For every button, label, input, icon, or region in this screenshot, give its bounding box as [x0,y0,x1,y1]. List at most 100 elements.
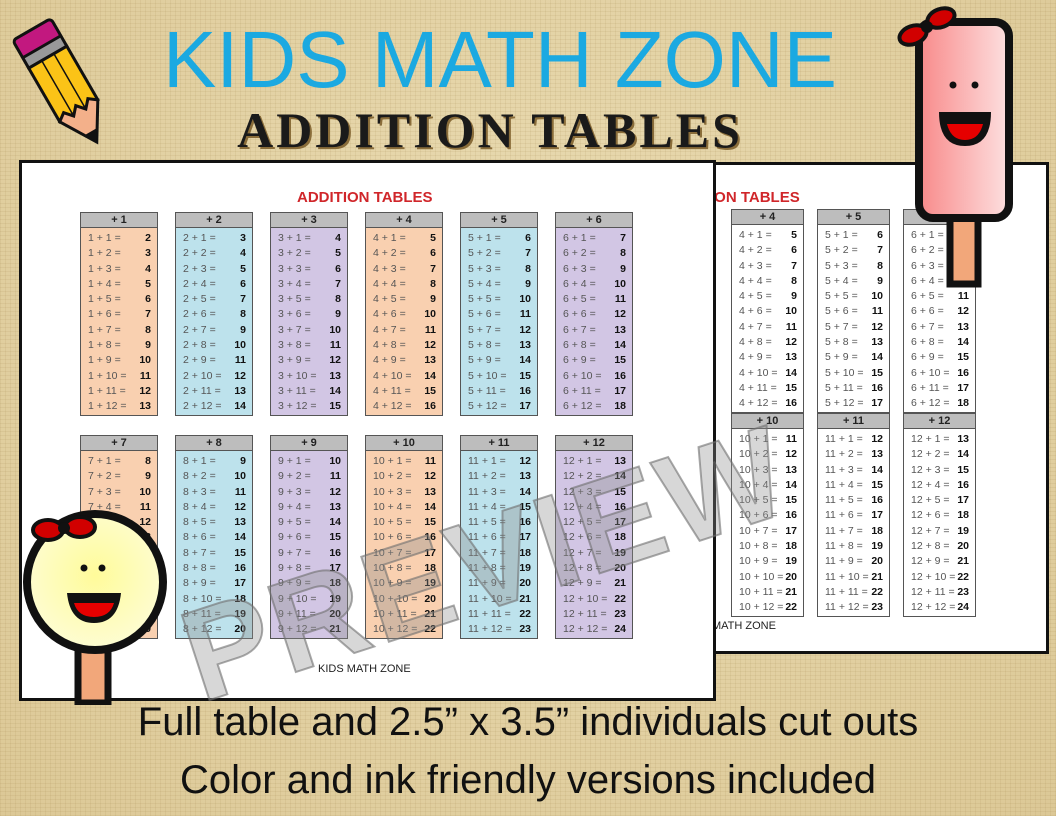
equation: 9 + 12 = [278,623,317,636]
front-sheet-preview: ADDITION TABLES + 1 1 + 1 = 2 1 + 2 = 3 1 + 3… [19,160,808,730]
equation: 6 + 9 = [563,354,596,367]
table-row: 2 + 9 = 11 [176,353,252,368]
equation: 12 + 2 = [563,470,602,483]
table-row: 10 + 5 = 15 [366,515,442,530]
equation: 2 + 2 = [183,247,216,260]
equation: 10 + 6 = [373,531,412,544]
equation: 4 + 7 = [739,320,772,333]
sum: 5 [145,277,151,290]
equation: 6 + 12 = [911,397,950,410]
equation: 1 + 4 = [88,277,121,290]
sum: 22 [614,592,626,605]
table-row: 4 + 4 = 8 [366,277,442,292]
equation: 2 + 3 = [183,262,216,275]
sum: 8 [335,293,341,306]
table-row: 7 + 3 = 10 [81,485,157,500]
sum: 10 [785,305,797,318]
sum: 12 [519,455,531,467]
sum: 12 [957,305,969,318]
table-header: + 12 [556,436,632,451]
sum: 6 [791,244,797,257]
equation: 5 + 6 = [825,305,858,318]
table-row: 11 + 12 = 23 [818,600,889,615]
table-row: 9 + 6 = 15 [271,530,347,545]
equation: 4 + 3 = [739,259,772,272]
table-row: 2 + 4 = 6 [176,277,252,292]
equation: 5 + 4 = [468,277,501,290]
table-row: 5 + 7 = 12 [818,320,889,335]
equation: 12 + 1 = [911,433,950,445]
equation: 1 + 2 = [88,247,121,260]
sum: 8 [430,277,436,290]
table-row: 9 + 4 = 13 [271,500,347,515]
table-row: 11 + 6 = 17 [818,508,889,523]
sum: 13 [139,400,151,413]
equation: 9 + 1 = [278,455,311,467]
table-row: 5 + 2 = 7 [461,246,537,261]
sum: 13 [329,369,341,382]
equation: 5 + 5 = [825,290,858,303]
sum: 3 [240,232,246,244]
table-header: + 11 [461,436,537,451]
sum: 17 [614,516,626,529]
sum: 19 [785,555,797,568]
table-row: 6 + 2 = 8 [556,246,632,261]
table-row: 9 + 7 = 16 [271,546,347,561]
equation: 11 + 1 = [468,455,506,467]
table-row: 11 + 9 = 20 [818,554,889,569]
sum: 9 [430,293,436,306]
sum: 22 [424,623,436,636]
table-header: + 10 [366,436,442,451]
table-row: 1 + 7 = 8 [81,323,157,338]
sum: 12 [871,433,883,445]
equation: 6 + 11 = [563,384,601,397]
table-row: 2 + 2 = 4 [176,246,252,261]
sum: 13 [957,433,969,445]
sum: 20 [957,540,969,553]
sum: 10 [139,354,151,367]
equation: 5 + 12 = [825,397,864,410]
equation: 5 + 7 = [825,320,858,333]
table-row: 10 + 1 = 11 [366,454,442,469]
equation: 2 + 12 = [183,400,222,413]
equation: 10 + 1 = [739,433,778,445]
table-row: 5 + 6 = 11 [461,307,537,322]
equation: 11 + 9 = [825,555,863,568]
equation: 11 + 1 = [825,433,863,445]
sum: 14 [871,351,883,364]
sum: 5 [335,247,341,260]
sum: 18 [234,592,246,605]
equation: 11 + 8 = [825,540,863,553]
table-header: + 8 [176,436,252,451]
sum: 11 [329,470,341,483]
equation: 6 + 4 = [563,277,596,290]
equation: 5 + 3 = [825,259,858,272]
equation: 12 + 5 = [563,516,602,529]
equation: 11 + 3 = [468,485,506,498]
sum: 18 [614,400,626,413]
equation: 10 + 4 = [373,500,412,513]
equation: 8 + 3 = [183,485,216,498]
table-row: 5 + 1 = 6 [461,231,537,246]
sum: 6 [335,262,341,275]
table-row: 6 + 1 = 7 [556,231,632,246]
table-row: 10 + 4 = 14 [366,500,442,515]
table-row: 11 + 3 = 14 [461,485,537,500]
table-row: 12 + 1 = 13 [556,454,632,469]
table-row: 5 + 10 = 15 [461,369,537,384]
table-row: 2 + 12 = 14 [176,399,252,414]
table-row: 5 + 2 = 7 [818,243,889,258]
table-row: 6 + 11 = 17 [556,384,632,399]
front-sheet-title: ADDITION TABLES [297,189,433,206]
caption-line-1: Full table and 2.5” x 3.5” individuals c… [137,700,919,744]
sum: 18 [871,524,883,537]
equation: 7 + 3 = [88,485,121,498]
sum: 11 [234,354,246,367]
table-row: 8 + 10 = 18 [176,592,252,607]
lollipop-girl-character [23,510,167,705]
table-row: 3 + 2 = 5 [271,246,347,261]
sum: 2 [145,232,151,244]
equation: 5 + 6 = [468,308,501,321]
